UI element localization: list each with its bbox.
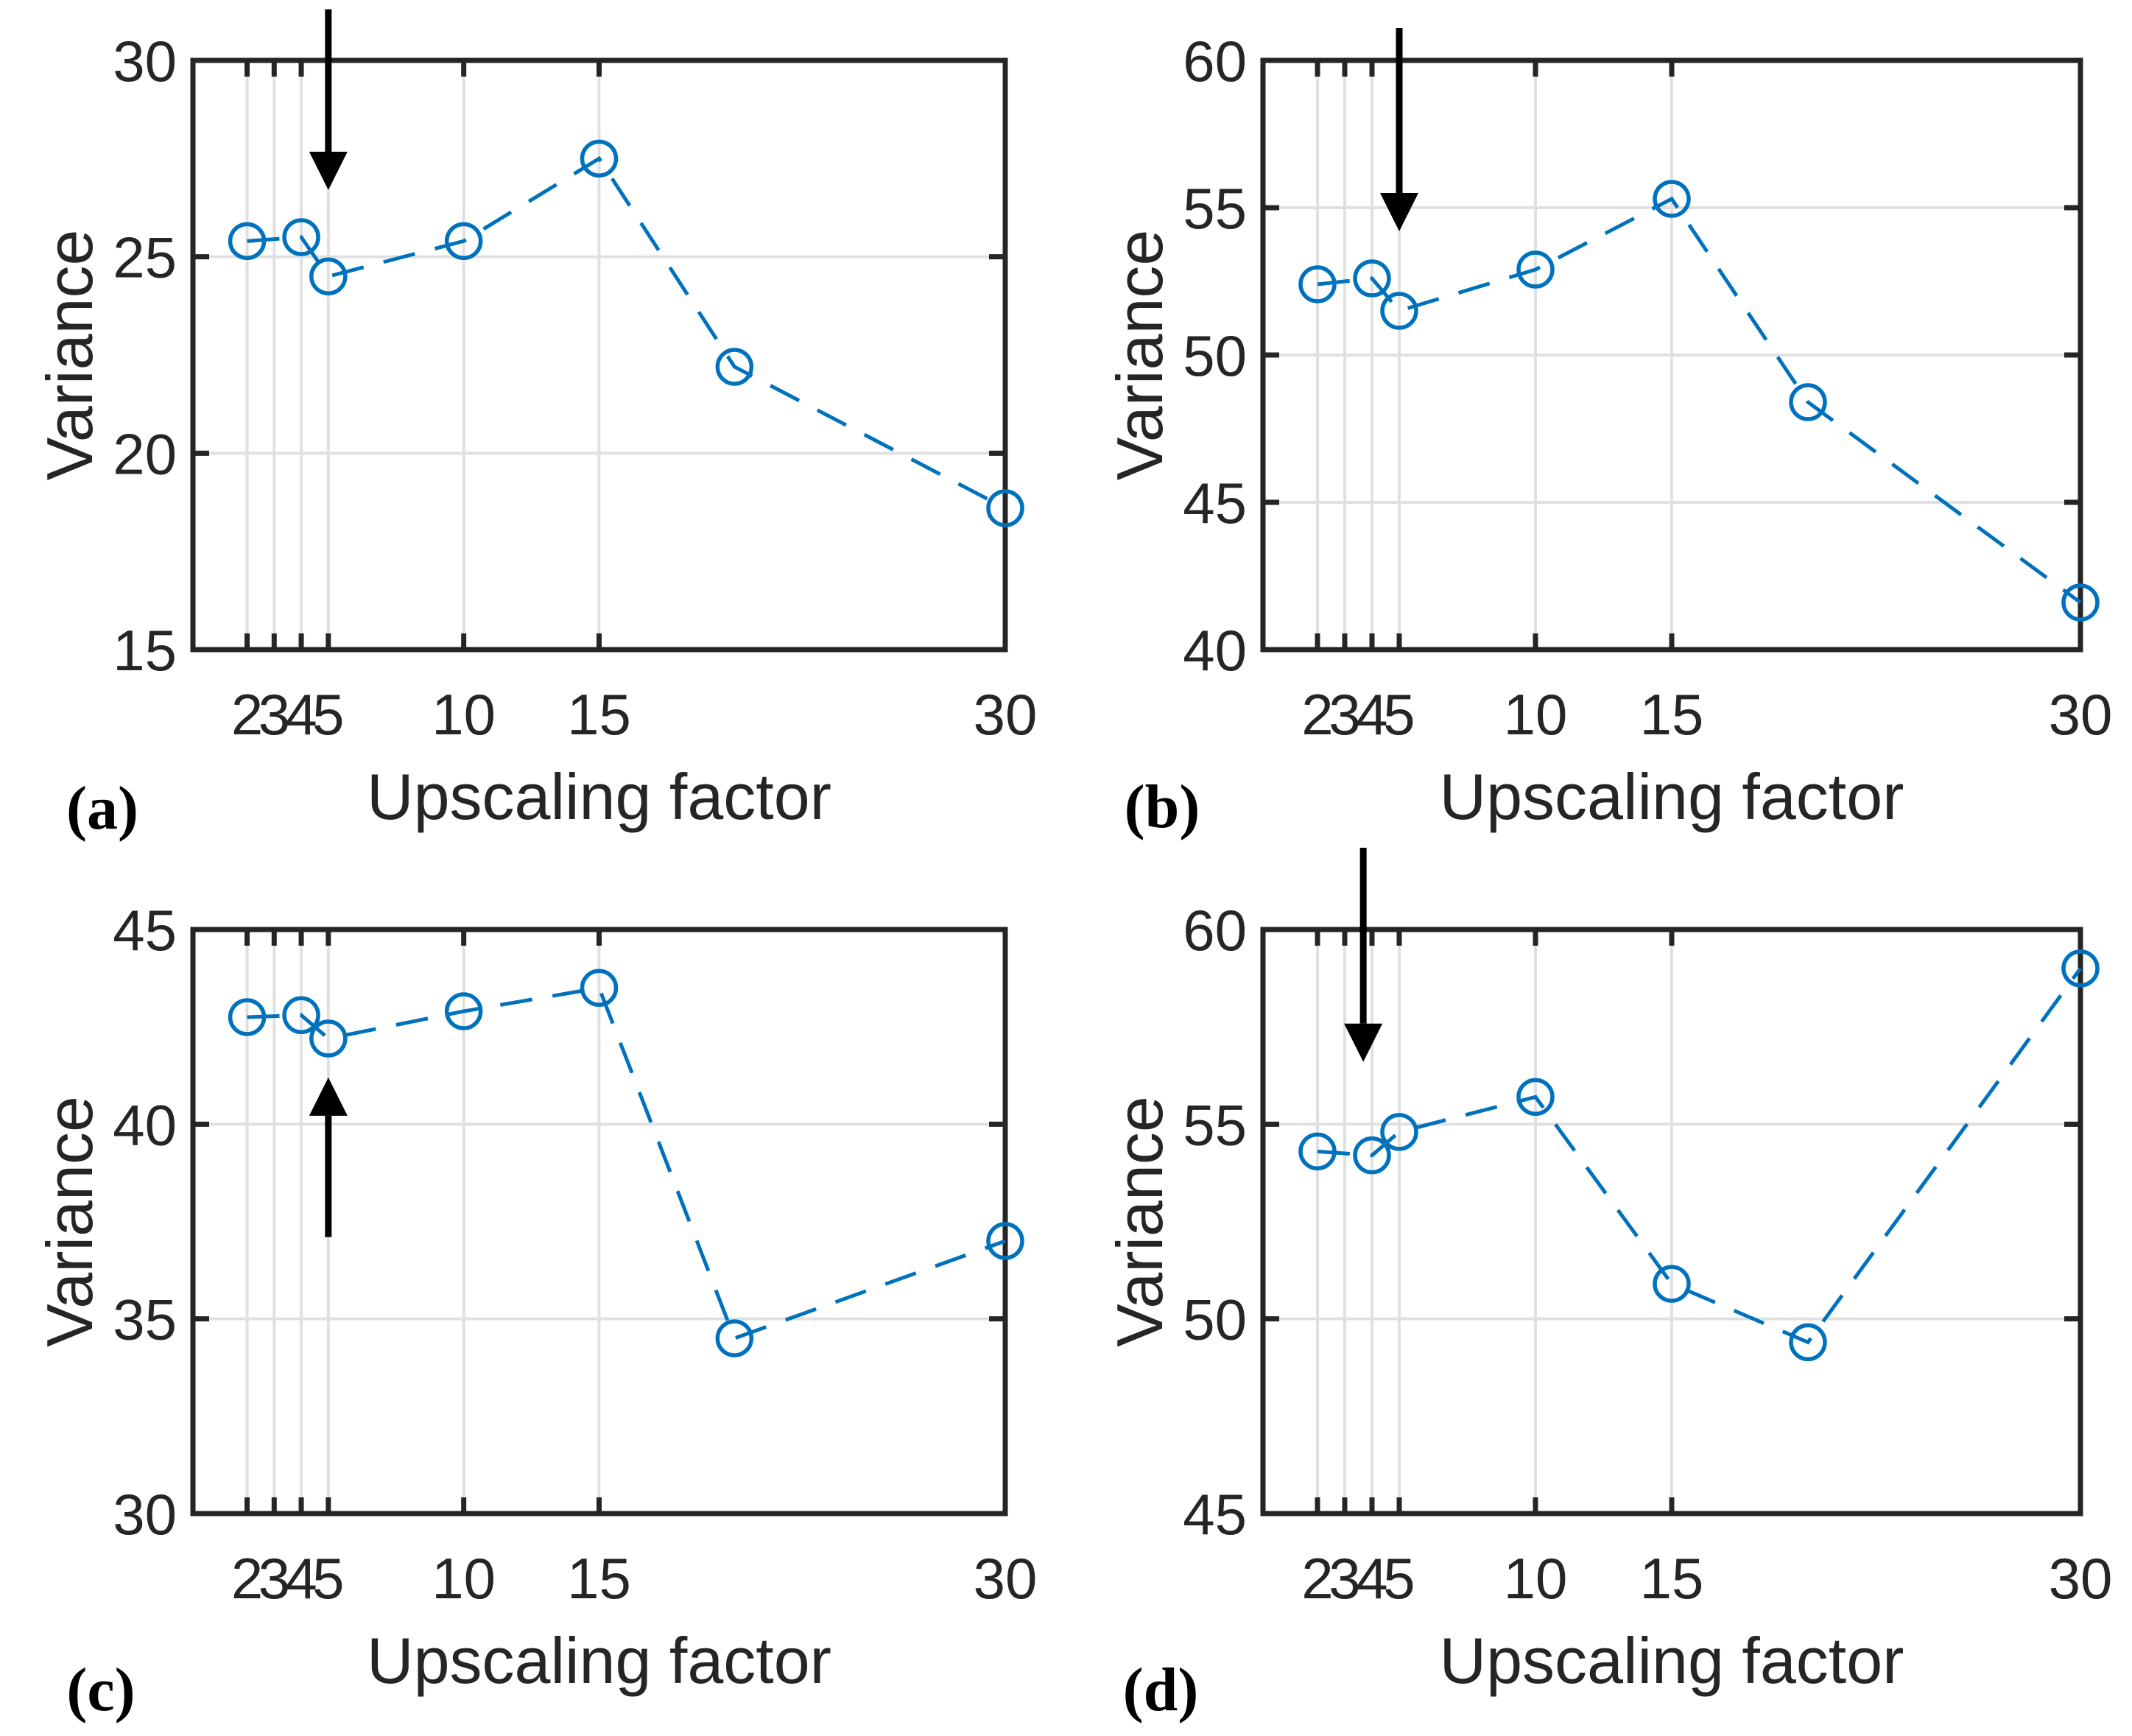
data-point-marker — [1789, 1323, 1827, 1362]
x-tick-label: 30 — [974, 682, 1038, 747]
x-axis-label: Upscaling factor — [367, 760, 831, 833]
data-point-marker — [2061, 583, 2100, 622]
x-tick-label: 30 — [974, 1546, 1038, 1611]
x-tick-label: 15 — [567, 1546, 631, 1611]
data-point-marker — [282, 996, 320, 1035]
panel-label: (b) — [1125, 773, 1200, 841]
y-tick-label: 45 — [1183, 1482, 1247, 1547]
data-point-marker — [1653, 1265, 1691, 1303]
data-line — [1317, 967, 2083, 1345]
x-tick-label: 15 — [1640, 1546, 1704, 1611]
x-tick-label: 4 — [285, 682, 317, 747]
data-point-marker — [1298, 1132, 1337, 1171]
data-point-marker — [1353, 259, 1391, 298]
y-axis-label: Variance — [33, 230, 106, 481]
data-point-marker — [1789, 383, 1827, 421]
panel-label: (c) — [66, 1656, 135, 1724]
annotation-arrow-head — [309, 152, 348, 190]
x-tick-label: 3 — [1329, 1546, 1360, 1611]
data-point-marker — [1653, 180, 1691, 218]
data-point-marker — [309, 257, 348, 296]
y-axis-label: Variance — [1103, 230, 1176, 481]
x-tick-label: 30 — [2049, 682, 2113, 747]
data-point-marker — [1380, 292, 1418, 330]
x-tick-label: 10 — [1504, 682, 1568, 747]
x-tick-label: 15 — [1640, 682, 1704, 747]
x-tick-label: 15 — [567, 682, 631, 747]
annotation-arrow-head — [309, 1077, 348, 1116]
y-tick-label: 60 — [1183, 898, 1247, 963]
y-tick-label: 40 — [113, 1092, 177, 1157]
x-tick-label: 10 — [432, 1546, 496, 1611]
data-line — [247, 155, 1007, 510]
data-point-marker — [715, 348, 754, 386]
y-tick-label: 30 — [113, 1482, 177, 1547]
data-point-marker — [986, 489, 1024, 527]
x-axis-label: Upscaling factor — [1440, 1624, 1904, 1697]
x-tick-label: 2 — [1301, 1546, 1333, 1611]
x-tick-label: 4 — [1356, 682, 1387, 747]
y-tick-label: 55 — [1183, 176, 1247, 241]
data-point-marker — [444, 992, 483, 1030]
y-tick-label: 15 — [113, 618, 177, 683]
data-point-marker — [1516, 250, 1555, 289]
data-point-marker — [228, 222, 267, 261]
y-tick-label: 35 — [113, 1287, 177, 1352]
data-point-marker — [986, 1222, 1024, 1260]
data-point-marker — [444, 222, 483, 261]
x-axis-label: Upscaling factor — [367, 1624, 831, 1697]
x-tick-label: 5 — [312, 682, 344, 747]
data-point-marker — [580, 139, 619, 178]
data-point-marker — [1298, 265, 1337, 303]
data-point-marker — [715, 1319, 754, 1357]
data-point-marker — [282, 218, 320, 256]
x-tick-label: 2 — [1301, 682, 1333, 747]
y-tick-label: 25 — [113, 225, 177, 290]
panel-label: (d) — [1123, 1656, 1199, 1724]
y-tick-label: 20 — [113, 421, 177, 486]
x-tick-label: 10 — [432, 682, 496, 747]
x-tick-label: 5 — [1383, 682, 1415, 747]
y-axis-label: Variance — [33, 1096, 106, 1347]
data-line — [247, 985, 1006, 1341]
panel-label: (a) — [66, 774, 138, 843]
x-tick-label: 5 — [1383, 1546, 1415, 1611]
y-tick-label: 45 — [113, 898, 177, 963]
x-tick-label: 4 — [1356, 1546, 1387, 1611]
y-tick-label: 60 — [1183, 29, 1247, 94]
data-point-marker — [309, 1019, 348, 1058]
y-tick-label: 45 — [1183, 471, 1247, 535]
x-tick-label: 4 — [285, 1546, 317, 1611]
x-tick-label: 10 — [1504, 1546, 1568, 1611]
annotation-arrow-head — [1344, 1023, 1383, 1062]
x-tick-label: 3 — [258, 682, 290, 747]
y-tick-label: 55 — [1183, 1092, 1247, 1157]
x-tick-label: 3 — [258, 1546, 290, 1611]
annotation-arrow-head — [1380, 193, 1418, 231]
y-tick-label: 30 — [113, 29, 177, 94]
x-tick-label: 5 — [312, 1546, 344, 1611]
data-point-marker — [1380, 1113, 1418, 1151]
x-tick-label: 3 — [1329, 682, 1360, 747]
y-axis-label: Variance — [1103, 1096, 1176, 1347]
data-point-marker — [1353, 1136, 1391, 1175]
x-tick-label: 30 — [2049, 1546, 2113, 1611]
data-point-marker — [228, 998, 267, 1036]
x-tick-label: 2 — [231, 1546, 263, 1611]
data-point-marker — [1516, 1078, 1555, 1117]
y-tick-label: 40 — [1183, 618, 1247, 683]
data-point-marker — [580, 969, 619, 1008]
x-tick-label: 2 — [231, 682, 263, 747]
data-line — [1317, 196, 2082, 605]
y-tick-label: 50 — [1183, 323, 1247, 388]
data-point-marker — [2061, 949, 2100, 988]
x-axis-label: Upscaling factor — [1440, 760, 1904, 833]
y-tick-label: 50 — [1183, 1287, 1247, 1352]
